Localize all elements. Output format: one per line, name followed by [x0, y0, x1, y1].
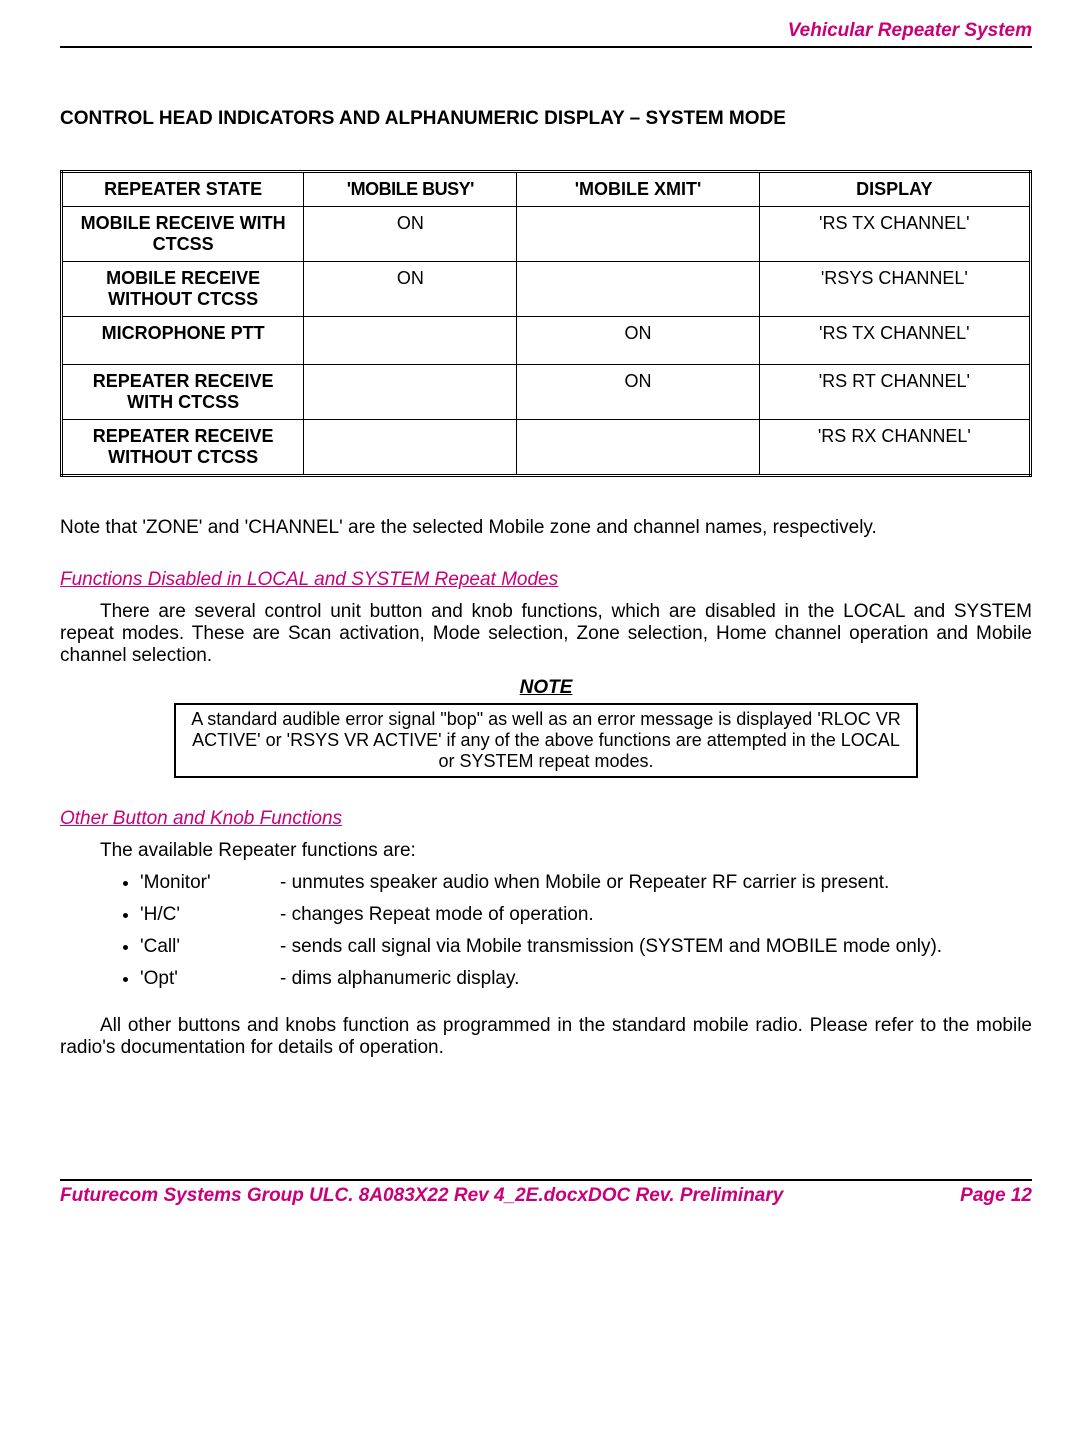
- cell: ON: [517, 365, 759, 420]
- header-right: Vehicular Repeater System: [60, 20, 1032, 42]
- th-busy: 'MOBILE BUSY': [304, 172, 517, 207]
- functions-list: 'Monitor' - unmutes speaker audio when M…: [60, 872, 1032, 990]
- cell: ON: [304, 262, 517, 317]
- cell: REPEATER RECEIVE WITH CTCSS: [62, 365, 304, 420]
- cell: 'RS RX CHANNEL': [759, 420, 1030, 476]
- indicators-table: REPEATER STATE 'MOBILE BUSY' 'MOBILE XMI…: [60, 170, 1032, 477]
- intro-text: The available Repeater functions are:: [100, 840, 1032, 862]
- note-after-table: Note that 'ZONE' and 'CHANNEL' are the s…: [60, 517, 1032, 539]
- subheading-other-functions: Other Button and Knob Functions: [60, 808, 1032, 830]
- func-desc: - dims alphanumeric display.: [280, 968, 519, 990]
- paragraph-text: There are several control unit button an…: [60, 601, 1032, 666]
- cell: MOBILE RECEIVE WITH CTCSS: [62, 207, 304, 262]
- list-item: 'Monitor' - unmutes speaker audio when M…: [140, 872, 1032, 894]
- func-desc: - sends call signal via Mobile transmiss…: [280, 936, 942, 958]
- list-item: 'Call' - sends call signal via Mobile tr…: [140, 936, 1032, 958]
- func-name: 'Call': [140, 936, 280, 958]
- cell: [517, 262, 759, 317]
- func-desc: - unmutes speaker audio when Mobile or R…: [280, 872, 889, 894]
- table-row: MOBILE RECEIVE WITHOUT CTCSS ON 'RSYS CH…: [62, 262, 1031, 317]
- func-desc: - changes Repeat mode of operation.: [280, 904, 594, 926]
- cell: 'RS TX CHANNEL': [759, 207, 1030, 262]
- func-name: 'Opt': [140, 968, 280, 990]
- cell: ON: [517, 317, 759, 365]
- cell: 'RS RT CHANNEL': [759, 365, 1030, 420]
- paragraph-text: All other buttons and knobs function as …: [60, 1015, 1032, 1058]
- list-item: 'H/C' - changes Repeat mode of operation…: [140, 904, 1032, 926]
- cell: MOBILE RECEIVE WITHOUT CTCSS: [62, 262, 304, 317]
- th-xmit: 'MOBILE XMIT': [517, 172, 759, 207]
- cell: [517, 420, 759, 476]
- cell: 'RS TX CHANNEL': [759, 317, 1030, 365]
- cell: ON: [304, 207, 517, 262]
- func-name: 'H/C': [140, 904, 280, 926]
- cell: [304, 365, 517, 420]
- table-row: MICROPHONE PTT ON 'RS TX CHANNEL': [62, 317, 1031, 365]
- section-title: CONTROL HEAD INDICATORS AND ALPHANUMERIC…: [60, 108, 1032, 130]
- table-header-row: REPEATER STATE 'MOBILE BUSY' 'MOBILE XMI…: [62, 172, 1031, 207]
- subheading-disabled-functions: Functions Disabled in LOCAL and SYSTEM R…: [60, 569, 1032, 591]
- footer: Futurecom Systems Group ULC. 8A083X22 Re…: [60, 1185, 1032, 1207]
- func-name: 'Monitor': [140, 872, 280, 894]
- cell: REPEATER RECEIVE WITHOUT CTCSS: [62, 420, 304, 476]
- footer-rule: [60, 1179, 1032, 1181]
- th-state: REPEATER STATE: [62, 172, 304, 207]
- cell: [304, 317, 517, 365]
- paragraph: There are several control unit button an…: [60, 601, 1032, 667]
- note-label: NOTE: [60, 677, 1032, 699]
- footer-left: Futurecom Systems Group ULC. 8A083X22 Re…: [60, 1185, 783, 1207]
- cell: [517, 207, 759, 262]
- footer-right: Page 12: [960, 1185, 1032, 1207]
- table-row: MOBILE RECEIVE WITH CTCSS ON 'RS TX CHAN…: [62, 207, 1031, 262]
- header-rule: [60, 46, 1032, 48]
- cell: [304, 420, 517, 476]
- cell: MICROPHONE PTT: [62, 317, 304, 365]
- table-row: REPEATER RECEIVE WITHOUT CTCSS 'RS RX CH…: [62, 420, 1031, 476]
- table-row: REPEATER RECEIVE WITH CTCSS ON 'RS RT CH…: [62, 365, 1031, 420]
- th-display: DISPLAY: [759, 172, 1030, 207]
- paragraph: All other buttons and knobs function as …: [60, 1015, 1032, 1059]
- cell: 'RSYS CHANNEL': [759, 262, 1030, 317]
- note-box: A standard audible error signal "bop" as…: [174, 703, 918, 778]
- list-item: 'Opt' - dims alphanumeric display.: [140, 968, 1032, 990]
